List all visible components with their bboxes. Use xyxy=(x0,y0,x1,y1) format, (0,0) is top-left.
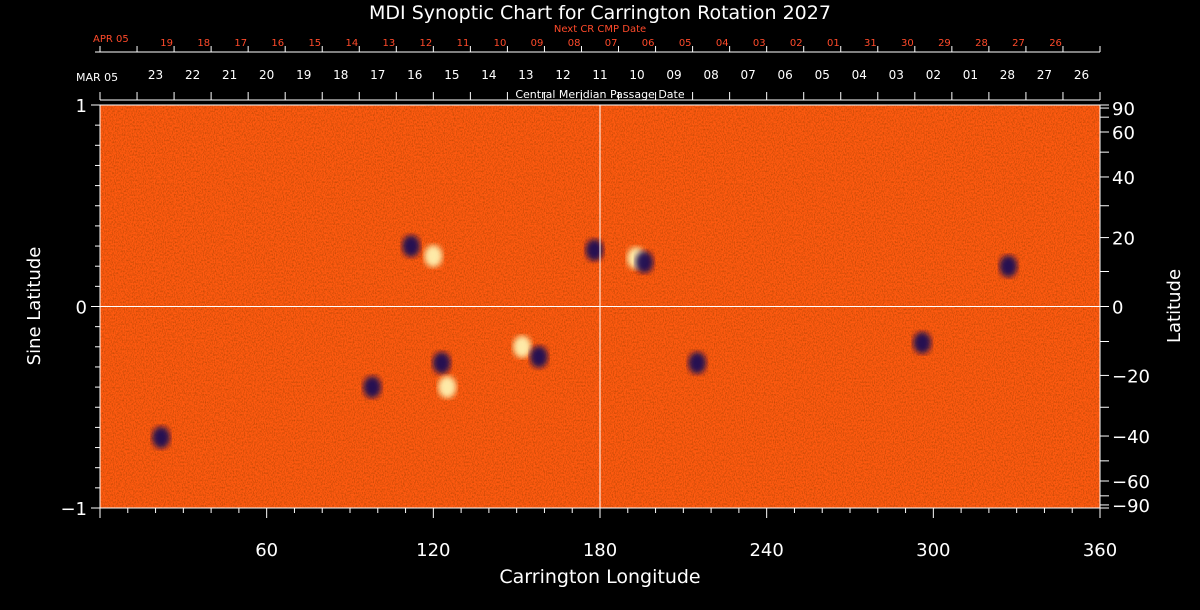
y-right-tick-label: 40 xyxy=(1112,168,1135,189)
y-right-tick-label: −60 xyxy=(1112,472,1150,493)
y-left-tick-label: 1 xyxy=(76,96,87,117)
active-region-positive xyxy=(438,376,457,399)
y-left-tick-label: −1 xyxy=(60,499,87,520)
top-axis-date: 04 xyxy=(852,68,867,82)
top-axis-date: 21 xyxy=(222,68,237,82)
y-right-tick-label: 90 xyxy=(1112,99,1135,120)
next-axis-date: 26 xyxy=(1049,38,1062,49)
top-axis-date: 12 xyxy=(555,68,570,82)
x-tick-label: 240 xyxy=(749,540,783,561)
y-right-tick-label: 0 xyxy=(1112,298,1123,319)
next-axis-date: 11 xyxy=(457,38,470,49)
active-region-negative xyxy=(529,345,548,368)
top-axis-date: 23 xyxy=(148,68,163,82)
chart-title: MDI Synoptic Chart for Carrington Rotati… xyxy=(369,2,831,24)
top-axis-date: 13 xyxy=(518,68,533,82)
active-region-positive xyxy=(424,245,443,268)
y-right-tick-label: −20 xyxy=(1112,366,1150,387)
next-axis-date: 31 xyxy=(864,38,877,49)
next-axis-date: 12 xyxy=(420,38,433,49)
y-right-tick-label: −90 xyxy=(1112,496,1150,517)
left-axis: 1 0 −1 xyxy=(60,96,100,520)
next-axis-date: 04 xyxy=(716,38,729,49)
top-axis-date: 10 xyxy=(629,68,644,82)
next-axis-start-label: APR 05 xyxy=(93,34,129,45)
bottom-axis: 60 120 180 240 300 360 xyxy=(99,508,1117,561)
top-axis-start-label: MAR 05 xyxy=(76,71,118,84)
top-axis-date: 26 xyxy=(1074,68,1089,82)
active-region-negative xyxy=(913,331,932,354)
next-axis-date: 18 xyxy=(197,38,210,49)
next-axis-date: 02 xyxy=(790,38,803,49)
x-tick-label: 60 xyxy=(255,540,278,561)
top-axis-date: 15 xyxy=(444,68,459,82)
y-right-tick-label: −40 xyxy=(1112,427,1150,448)
next-axis-date: 17 xyxy=(234,38,247,49)
y-axis-left-title: Sine Latitude xyxy=(24,247,45,366)
top-axis-title: Central Meridian Passage Date xyxy=(515,88,684,101)
active-region-negative xyxy=(635,251,654,274)
top-axis-date: 07 xyxy=(741,68,756,82)
active-region-negative xyxy=(999,255,1018,278)
next-axis-date: 01 xyxy=(827,38,840,49)
top-axis-date: 28 xyxy=(1000,68,1015,82)
next-axis-date: 09 xyxy=(531,38,544,49)
x-tick-label: 360 xyxy=(1083,540,1117,561)
active-region-negative xyxy=(688,351,707,374)
next-axis-date: 16 xyxy=(271,38,284,49)
next-axis-date: 15 xyxy=(308,38,321,49)
next-axis-date: 05 xyxy=(679,38,692,49)
next-axis-title: Next CR CMP Date xyxy=(554,24,646,35)
next-axis-date: 19 xyxy=(160,38,173,49)
top-axis-date: 17 xyxy=(370,68,385,82)
next-axis-date: 14 xyxy=(345,38,358,49)
y-left-tick-label: 0 xyxy=(76,298,87,319)
top-axis-date: 19 xyxy=(296,68,311,82)
x-tick-label: 300 xyxy=(916,540,950,561)
top-axis-date: 02 xyxy=(926,68,941,82)
top-axis-date: 20 xyxy=(259,68,274,82)
next-axis-date: 30 xyxy=(901,38,914,49)
next-axis-date: 28 xyxy=(975,38,988,49)
right-axis: 90 60 40 20 0 −20 −40 −60 −90 xyxy=(1100,99,1150,517)
next-axis-date: 08 xyxy=(568,38,581,49)
top-axis-date: 06 xyxy=(778,68,793,82)
top-axis-date: 27 xyxy=(1037,68,1052,82)
top-axis-date: 11 xyxy=(592,68,607,82)
top-axis-date: 18 xyxy=(333,68,348,82)
top-axis-date: 09 xyxy=(666,68,681,82)
active-region-negative xyxy=(402,235,421,258)
y-axis-right-title: Latitude xyxy=(1164,269,1185,343)
top-axis-date: 08 xyxy=(703,68,718,82)
next-axis-date: 07 xyxy=(605,38,618,49)
next-axis-date: 29 xyxy=(938,38,951,49)
x-tick-label: 120 xyxy=(416,540,450,561)
active-region-negative xyxy=(432,351,451,374)
active-regions xyxy=(152,235,1018,449)
active-region-negative xyxy=(152,426,171,449)
top-axis-date: 05 xyxy=(815,68,830,82)
next-axis-date: 13 xyxy=(383,38,396,49)
next-axis: 19 18 17 16 15 14 13 12 11 10 09 08 07 06 05 04 03 02 01 31… xyxy=(95,38,1101,53)
next-axis-date: 10 xyxy=(494,38,507,49)
top-axis-date: 14 xyxy=(481,68,496,82)
x-tick-label: 180 xyxy=(583,540,617,561)
active-region-positive xyxy=(513,335,532,358)
top-axis-date: 16 xyxy=(407,68,422,82)
active-region-negative xyxy=(585,239,604,262)
y-right-tick-label: 60 xyxy=(1112,123,1135,144)
x-axis-title: Carrington Longitude xyxy=(499,566,700,588)
top-axis: 23 22 21 20 19 18 17 16 15 14 13 12 11 10 09 08 07 06 05 04… xyxy=(99,68,1101,101)
active-region-negative xyxy=(363,376,382,399)
top-axis-date: 22 xyxy=(185,68,200,82)
next-axis-date: 06 xyxy=(642,38,655,49)
y-right-tick-label: 20 xyxy=(1112,229,1135,250)
top-axis-date: 03 xyxy=(889,68,904,82)
top-axis-date: 01 xyxy=(963,68,978,82)
next-axis-date: 27 xyxy=(1012,38,1025,49)
next-axis-date: 03 xyxy=(753,38,766,49)
